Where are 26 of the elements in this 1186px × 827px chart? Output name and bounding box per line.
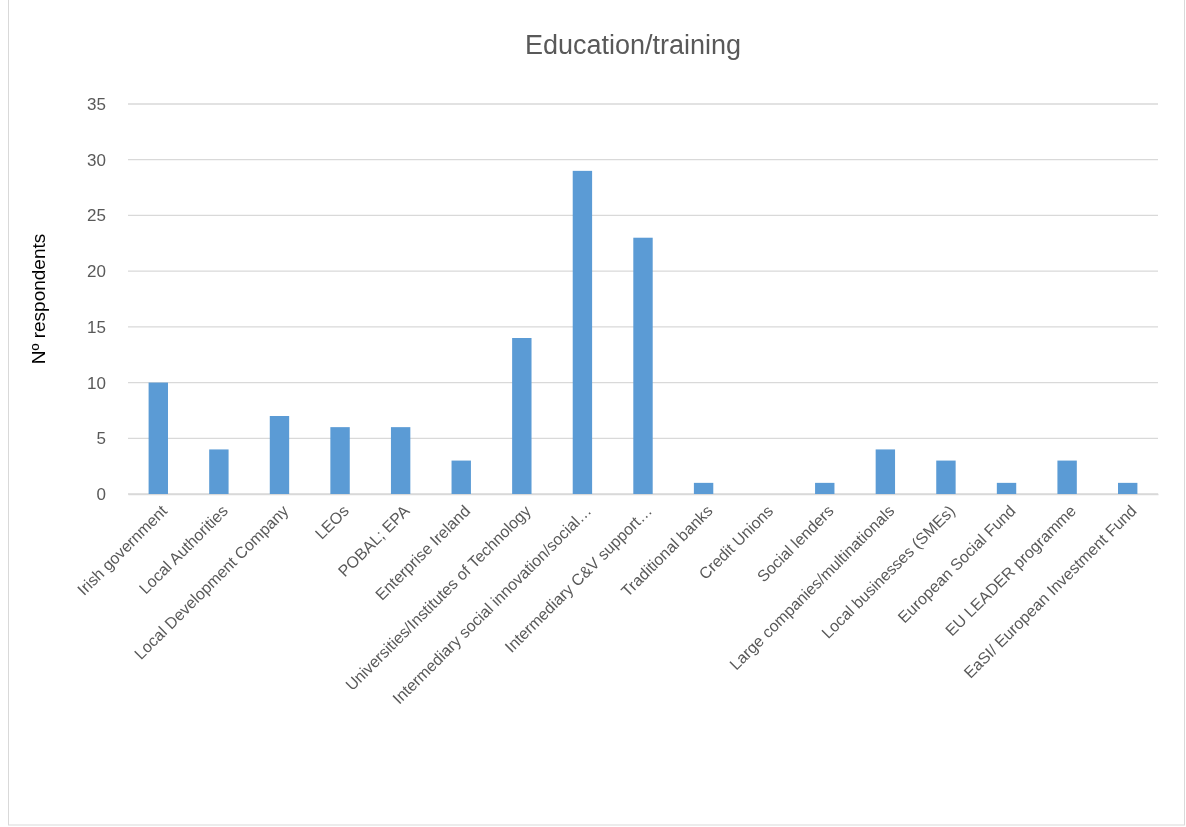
bar: [330, 427, 350, 494]
y-tick-label: 15: [87, 317, 106, 337]
y-tick-label: 0: [96, 484, 106, 504]
bar: [512, 338, 532, 494]
bar: [875, 449, 896, 494]
y-tick-label: 20: [87, 262, 106, 282]
y-tick-label: 35: [87, 94, 106, 114]
y-tick-label: 25: [87, 206, 106, 226]
y-tick-label: 5: [96, 429, 106, 449]
bar: [390, 427, 411, 494]
y-tick-label: 10: [87, 373, 106, 393]
bar: [451, 460, 471, 494]
bar: [1118, 482, 1138, 494]
chart-title: Education/training: [524, 30, 742, 60]
y-axis-title: Nº respondents: [28, 233, 49, 365]
bar: [633, 237, 653, 494]
bar: [996, 482, 1017, 494]
bar: [693, 482, 714, 494]
y-tick-label: 30: [87, 150, 106, 170]
bar: [1057, 460, 1077, 494]
bar: [269, 416, 290, 494]
bar: [572, 170, 593, 494]
bar: [209, 449, 229, 494]
bar: [815, 482, 835, 494]
bar: [936, 460, 956, 494]
bar: [148, 382, 168, 494]
